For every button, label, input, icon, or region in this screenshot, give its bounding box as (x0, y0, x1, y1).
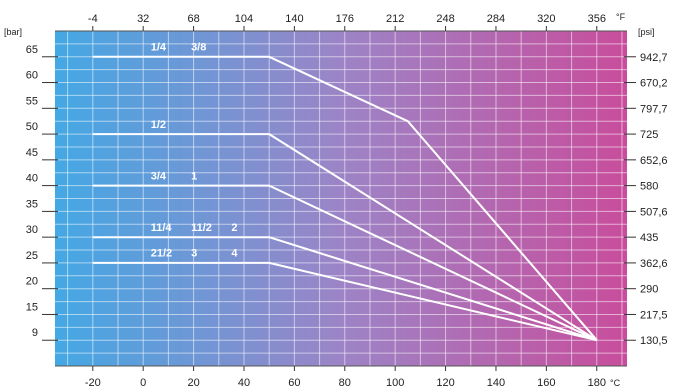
y-tick-label: 50 (26, 121, 38, 133)
series-label: 1/2 (151, 119, 166, 131)
x-tick-label: 180 (588, 377, 606, 389)
top-tick-label: 32 (137, 13, 149, 25)
x-tick-label: 160 (537, 377, 555, 389)
series-label: 3 (191, 248, 197, 260)
series-lines (92, 55, 598, 342)
y-tick-label: 60 (26, 70, 38, 82)
right-tick-label: 652,6 (640, 155, 668, 167)
right-tick-label: 507,6 (640, 206, 668, 218)
series-line (92, 133, 598, 342)
top-tick-label: 284 (487, 13, 505, 25)
series-line (92, 55, 598, 341)
y-axis-unit-label: [bar] (4, 27, 22, 37)
y-tick-label: 20 (26, 276, 38, 288)
y-tick-label: 30 (26, 224, 38, 236)
y-tick-label: 40 (26, 173, 38, 185)
series-labels: 1/4 3/8 1/2 3/4 1 11/4 11/2 2 21/2 3 4 (151, 42, 239, 260)
top-tick-label: 320 (537, 13, 555, 25)
series-line (92, 236, 598, 342)
series-label: 11/2 (191, 222, 212, 234)
right-tick-label: 942,7 (640, 52, 668, 64)
top-tick-label: -4 (88, 13, 98, 25)
right-tick-label: 130,5 (640, 335, 668, 347)
x-tick-label: -20 (85, 377, 101, 389)
right-tick-label: 217,5 (640, 309, 668, 321)
series-label: 11/4 (151, 222, 173, 234)
x-tick-label: 20 (187, 377, 199, 389)
series-label: 2 (231, 222, 237, 234)
series-line (92, 261, 598, 342)
top-tick-label: 176 (336, 13, 354, 25)
top-tick-label: 212 (386, 13, 404, 25)
top-tick-label: 140 (285, 13, 303, 25)
x-tick-label: 0 (140, 377, 146, 389)
bottom-axis-unit-label: °C (610, 378, 621, 388)
x-tick-label: 60 (288, 377, 300, 389)
right-tick-label: 435 (640, 232, 658, 244)
top-tick-label: 248 (436, 13, 454, 25)
top-axis-unit-label: °F (616, 12, 626, 22)
series-label: 1 (191, 170, 197, 182)
x-tick-label: 120 (436, 377, 454, 389)
right-tick-label: 670,2 (640, 78, 668, 90)
right-tick-label: 290 (640, 284, 658, 296)
series-line (92, 184, 598, 342)
y-tick-label: 65 (26, 44, 38, 56)
series-label: 1/4 (151, 42, 167, 54)
axes: -20 0 20 40 60 80 100 120 140 160 180-4 32 68 104 140 1… (26, 13, 668, 389)
series-label: 3/8 (191, 42, 206, 54)
top-tick-label: 356 (588, 13, 606, 25)
y-tick-label: 45 (26, 147, 38, 159)
series-label: 21/2 (151, 248, 172, 260)
y-tick-label: 15 (26, 301, 38, 313)
right-tick-label: 797,7 (640, 103, 668, 115)
x-tick-label: 80 (339, 377, 351, 389)
top-tick-label: 68 (187, 13, 199, 25)
y-tick-label: 55 (26, 95, 38, 107)
top-tick-label: 104 (235, 13, 253, 25)
right-tick-label: 580 (640, 181, 658, 193)
series-label: 4 (231, 248, 238, 260)
x-tick-label: 40 (238, 377, 250, 389)
series-label: 3/4 (151, 170, 167, 182)
y-tick-label: 9 (32, 327, 38, 339)
right-tick-label: 362,6 (640, 258, 668, 270)
y-tick-label: 25 (26, 250, 38, 262)
x-tick-label: 100 (386, 377, 404, 389)
right-axis-unit-label: [psi] (638, 27, 655, 37)
right-tick-label: 725 (640, 129, 658, 141)
y-tick-label: 35 (26, 198, 38, 210)
x-tick-label: 140 (487, 377, 505, 389)
